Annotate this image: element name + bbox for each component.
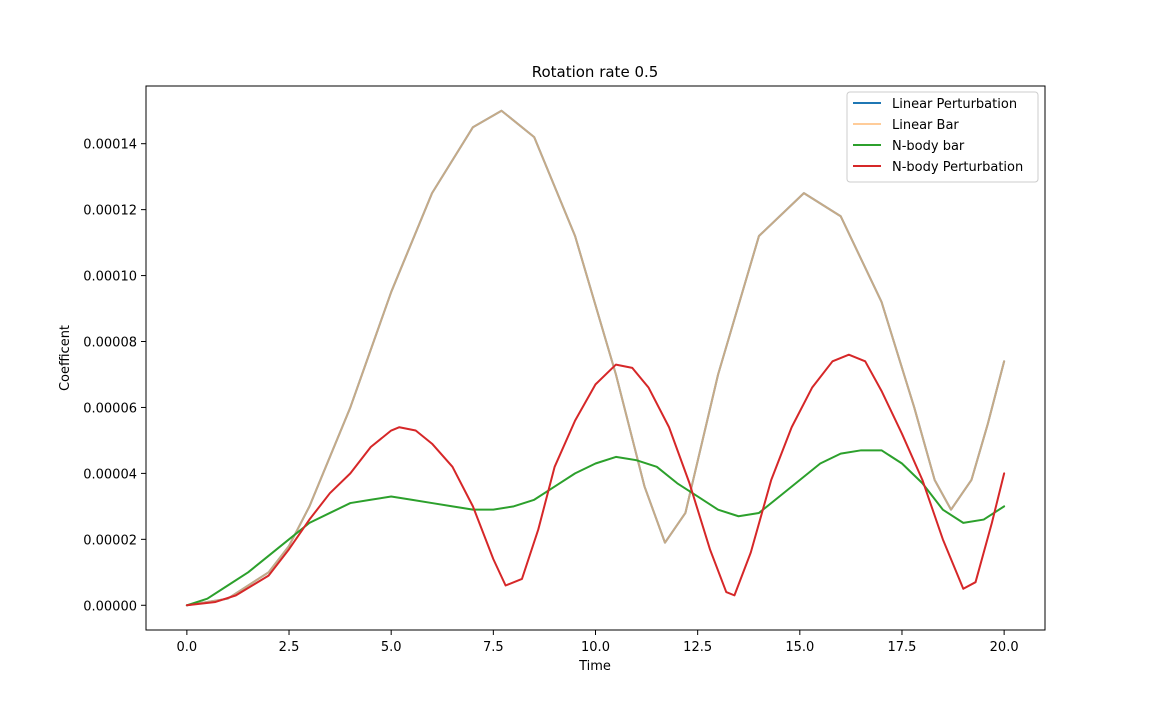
series-line-n-body-bar (185, 449, 1006, 607)
legend-label: N-body bar (892, 139, 965, 154)
x-tick-label: 0.0 (177, 640, 198, 655)
x-tick-label: 5.0 (381, 640, 402, 655)
legend-label: N-body Perturbation (892, 160, 1023, 175)
series-line-n-body-perturbation (185, 353, 1006, 607)
y-tick-label: 0.00004 (83, 467, 137, 482)
x-tick-label: 20.0 (990, 640, 1019, 655)
x-axis-label: Time (578, 659, 611, 674)
legend-label: Linear Bar (892, 118, 959, 133)
y-axis-label: Coefficent (58, 325, 73, 391)
legend: Linear Perturbation Linear Bar N-body bar N… (846, 91, 1039, 183)
plot-area (185, 109, 1006, 607)
x-tick-label: 2.5 (279, 640, 300, 655)
y-tick-label: 0.00008 (83, 336, 137, 351)
y-tick-label: 0.00006 (83, 401, 137, 416)
legend-box (846, 91, 1039, 183)
y-tick-label: 0.00012 (83, 204, 137, 219)
y-tick-label: 0.00000 (83, 599, 137, 614)
axes: 0.0 2.5 5.0 7.5 10.0 12.5 15.0 17.5 20.0 0.00000 0… (83, 85, 1046, 655)
y-tick-label: 0.00010 (83, 270, 137, 285)
x-tick-label: 10.0 (581, 640, 610, 655)
y-tick-label: 0.00014 (83, 138, 137, 153)
chart-title: Rotation rate 0.5 (532, 63, 659, 81)
legend-label: Linear Perturbation (892, 97, 1017, 112)
y-tick-label: 0.00002 (83, 533, 137, 548)
x-tick-label: 15.0 (785, 640, 814, 655)
series-line-linear-bar (185, 109, 1006, 607)
x-tick-label: 12.5 (683, 640, 712, 655)
x-tick-label: 17.5 (888, 640, 917, 655)
x-tick-label: 7.5 (483, 640, 504, 655)
